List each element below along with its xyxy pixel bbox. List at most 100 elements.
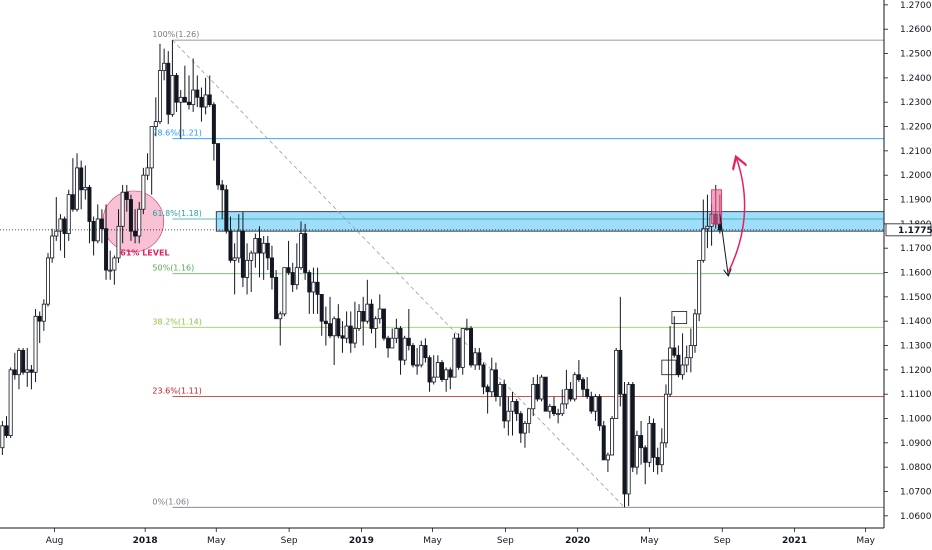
candle <box>365 279 370 324</box>
time-tick-label: May <box>856 536 875 546</box>
candle-body <box>614 349 619 419</box>
time-axis[interactable]: Aug 2018 May Sep 2019 May Sep 2020 May Sep 2021 May <box>0 527 884 546</box>
candle <box>29 364 34 390</box>
candle <box>531 377 536 417</box>
candle <box>195 75 200 108</box>
candle <box>419 340 424 368</box>
price-tick-label: 1.06000 <box>900 512 932 522</box>
candle <box>697 259 702 322</box>
candle <box>203 77 208 115</box>
candle-body <box>556 413 561 416</box>
candle <box>502 379 507 429</box>
candle <box>307 270 312 314</box>
candle <box>79 160 84 210</box>
candle-body <box>676 354 681 376</box>
up-curved-arrow <box>727 158 744 273</box>
candle-body <box>672 347 677 356</box>
candle-body <box>294 267 299 286</box>
candle <box>423 338 428 363</box>
candle-body <box>369 303 374 329</box>
price-axis[interactable]: 1.27000 1.26000 1.25000 1.24000 1.23000 1.220… <box>883 0 932 528</box>
candle-body <box>423 345 428 359</box>
candle-body <box>431 376 436 383</box>
candle-body <box>307 272 312 293</box>
candle-body <box>692 313 697 346</box>
candle-body <box>394 328 399 339</box>
candle-body <box>514 401 519 415</box>
candle <box>410 343 415 368</box>
candle <box>460 328 465 375</box>
candle-body <box>290 272 295 286</box>
price-tick-label: 1.23000 <box>900 98 932 108</box>
candle-body <box>157 70 162 123</box>
candle <box>99 209 104 244</box>
candle <box>228 216 233 263</box>
trendline-layer <box>172 39 625 508</box>
candle-body <box>481 364 486 388</box>
candle-body <box>124 191 129 200</box>
candle-body <box>410 345 415 366</box>
time-tick-label: 2018 <box>133 536 158 546</box>
candle <box>556 408 561 424</box>
candle-body <box>352 328 357 344</box>
candle-body <box>576 374 581 380</box>
candle <box>498 382 503 407</box>
candle <box>236 214 241 263</box>
candle-body <box>527 408 532 424</box>
candle <box>75 153 80 212</box>
candle-body <box>133 230 138 237</box>
candle-body <box>473 352 478 366</box>
candle <box>663 384 668 448</box>
candle-body <box>543 376 548 412</box>
price-tick-label: 1.27000 <box>900 1 932 11</box>
candle <box>639 420 644 465</box>
candle <box>220 180 225 219</box>
candle <box>357 304 362 331</box>
candle-body <box>427 357 432 383</box>
candle <box>643 445 648 485</box>
candle-body <box>381 308 386 339</box>
candle-body <box>705 225 710 230</box>
candle-body <box>141 174 146 210</box>
candle-body <box>236 230 241 259</box>
candle <box>415 347 420 375</box>
candle-body <box>91 221 96 242</box>
candle <box>4 416 9 438</box>
candle <box>585 377 590 400</box>
candle-body <box>298 233 303 269</box>
candle-body <box>506 410 511 422</box>
fib-label-5: 23.6%(1.11) <box>152 387 201 396</box>
candle <box>522 420 527 448</box>
candle-body <box>224 189 229 232</box>
price-tick-label: 1.22000 <box>900 123 932 133</box>
candle <box>21 347 26 375</box>
candle <box>0 420 5 456</box>
candle <box>41 299 46 331</box>
candle-body <box>37 315 42 322</box>
candle <box>261 236 266 280</box>
candle-body <box>365 303 370 322</box>
candle <box>668 326 673 397</box>
time-tick-label: May <box>423 536 442 546</box>
candle-body <box>137 208 142 237</box>
candle-body <box>535 384 540 400</box>
time-tick-label: 2020 <box>565 536 590 546</box>
candle-body <box>253 238 258 254</box>
candle-body <box>610 418 615 456</box>
price-tick-label: 1.12000 <box>900 366 932 376</box>
candle <box>128 194 133 241</box>
candle-body <box>315 281 320 295</box>
candle <box>386 335 391 358</box>
candle-body <box>8 369 13 436</box>
candle <box>589 391 594 414</box>
candle-body <box>12 369 17 376</box>
candle <box>323 306 328 346</box>
price-tick-label: 1.09000 <box>900 439 932 449</box>
candle-body <box>286 267 291 273</box>
candle <box>199 87 204 122</box>
candle <box>659 428 664 473</box>
candle-body <box>460 328 465 368</box>
candle-body <box>120 191 125 227</box>
candle <box>547 403 552 419</box>
